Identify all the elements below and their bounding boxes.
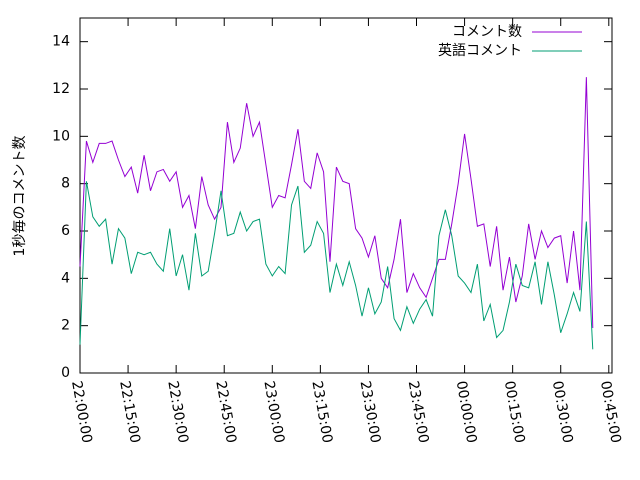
- y-tick-label: 10: [52, 128, 70, 144]
- y-axis-label: 1秒毎のコメント数: [12, 136, 28, 257]
- y-tick-label: 6: [61, 223, 70, 239]
- x-tick-label: 23:15:00: [308, 380, 335, 445]
- y-tick-label: 12: [52, 81, 70, 97]
- x-tick-label: 00:45:00: [597, 380, 624, 445]
- x-tick-label: 22:30:00: [164, 380, 191, 445]
- x-tick-label: 00:00:00: [453, 380, 480, 445]
- x-tick-label: 22:45:00: [212, 380, 239, 445]
- x-tick-label: 23:30:00: [357, 380, 384, 445]
- x-tick-label: 23:00:00: [260, 380, 287, 445]
- y-tick-label: 8: [61, 176, 70, 192]
- x-tick-label: 00:30:00: [549, 380, 576, 445]
- y-tick-label: 0: [61, 365, 70, 381]
- legend-label: 英語コメント: [438, 42, 522, 59]
- y-tick-label: 14: [52, 34, 70, 50]
- series-line: [79, 181, 594, 350]
- x-tick-label: 22:15:00: [116, 380, 143, 445]
- plot-border: [79, 17, 613, 374]
- series-line: [79, 77, 594, 329]
- legend-label: コメント数: [452, 24, 522, 40]
- x-tick-label: 00:15:00: [501, 380, 528, 445]
- x-tick-label: 22:00:00: [68, 380, 95, 445]
- y-tick-label: 4: [61, 270, 70, 286]
- x-tick-label: 23:45:00: [405, 380, 432, 445]
- y-tick-label: 2: [61, 318, 70, 334]
